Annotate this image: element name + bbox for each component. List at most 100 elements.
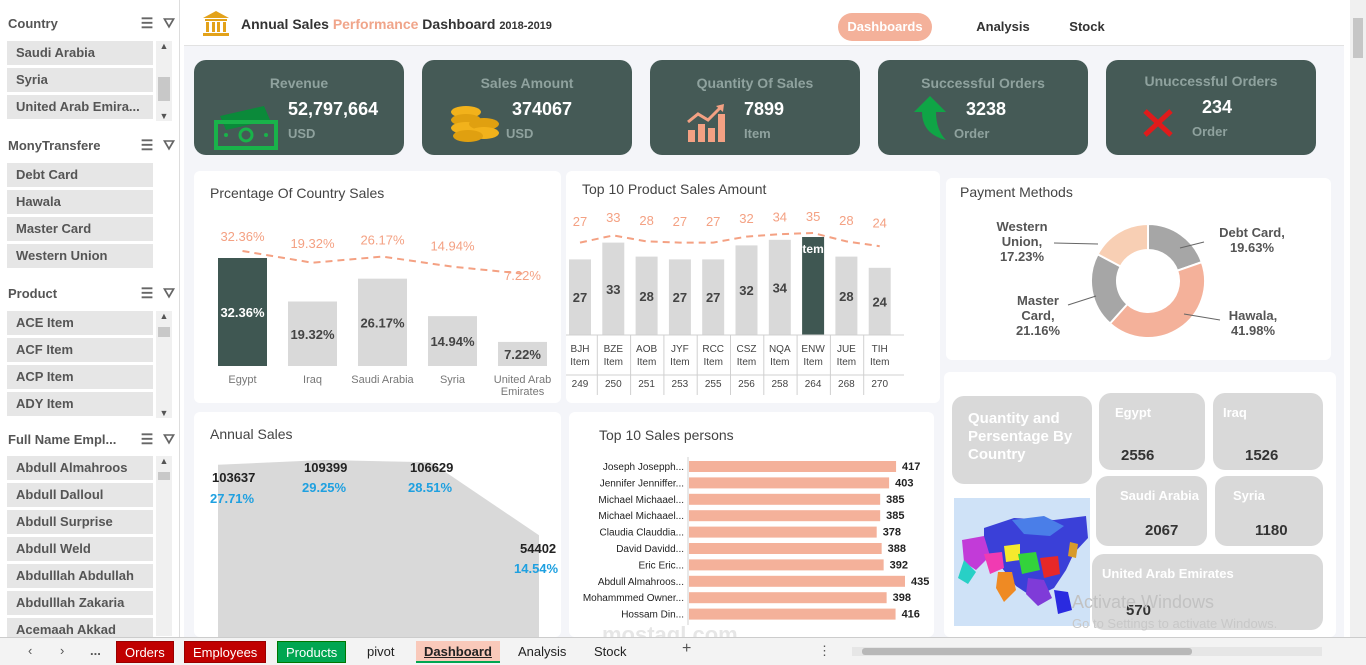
slicer-item[interactable]: ADY Item (7, 392, 153, 416)
tab-employees[interactable]: Employees (184, 641, 267, 663)
line-label: 28 (639, 213, 653, 228)
slicer-item[interactable]: ACF Item (7, 338, 153, 362)
bar-label: 24 (872, 294, 887, 309)
more-sheets-button[interactable]: ... (90, 643, 101, 658)
tick-label: Item (570, 357, 589, 368)
tick-label: Eric Eric... (638, 560, 684, 571)
slicer-item[interactable]: Abdull Almahroos (7, 456, 153, 480)
slice-label: Union, (1002, 234, 1042, 249)
tile-saudi-arabia[interactable]: Saudi Arabia 2067 (1096, 476, 1207, 546)
trend-line (579, 231, 880, 248)
tick-label: CSZ (737, 344, 757, 355)
bar (689, 526, 877, 538)
product-sales-chart-card: Top 10 Product Sales Amount 27 27 BJH Item 2… (566, 171, 940, 403)
slicer-item[interactable]: Western Union (7, 244, 153, 268)
slicer-item[interactable]: United Arab Emira... (7, 95, 153, 119)
slicer-pane: Country ☰ ⛛ Saudi Arabia Syria United Arab… (0, 0, 180, 637)
scroll-down-icon[interactable]: ▼ (159, 408, 169, 418)
prev-sheet-icon[interactable]: ‹ (28, 643, 33, 658)
slicer-item[interactable]: Master Card (7, 217, 153, 241)
tick-label: Jennifer Jenniffer... (600, 478, 684, 489)
tile-iraq[interactable]: Iraq 1526 (1213, 393, 1323, 470)
slicer-item[interactable]: Hawala (7, 190, 153, 214)
scroll-thumb[interactable] (1353, 18, 1363, 58)
activate-windows-subtitle: Go to Settings to activate Windows. (1072, 616, 1278, 631)
slicer-item[interactable]: Abdulllah Zakaria (7, 591, 153, 615)
scroll-up-icon[interactable]: ▲ (159, 41, 169, 51)
line-label: 34 (773, 210, 787, 225)
line-label: 14.94% (430, 239, 475, 254)
tab-pivot[interactable]: pivot (367, 644, 395, 659)
tick-label: 255 (705, 379, 722, 390)
add-sheet-button[interactable]: + (682, 640, 692, 657)
tick-label: 258 (771, 379, 788, 390)
slicer-item[interactable]: Saudi Arabia (7, 41, 153, 65)
donut-slice (1096, 222, 1149, 268)
scroll-thumb[interactable] (862, 648, 1192, 655)
bar (868, 267, 891, 335)
tick-label: 251 (638, 379, 655, 390)
kpi-unit: USD (506, 126, 534, 141)
tile-name: Iraq (1223, 405, 1247, 420)
cash-icon (214, 106, 278, 150)
tile-egypt[interactable]: Egypt 2556 (1099, 393, 1205, 470)
chart-title: Prcentage Of Country Sales (210, 185, 385, 201)
line-label: 26.17% (360, 232, 405, 247)
horizontal-scrollbar[interactable] (852, 647, 1322, 656)
slicer-item[interactable]: Abdull Dalloul (7, 483, 153, 507)
scroll-up-icon[interactable]: ▲ (159, 311, 169, 321)
slicer-scrollbar[interactable]: ▲ (156, 456, 172, 636)
nav-stock-button[interactable]: Stock (1069, 19, 1105, 34)
bar (288, 301, 337, 366)
scroll-thumb[interactable] (158, 472, 170, 480)
clear-filter-icon[interactable]: ⛛ (163, 14, 175, 31)
slicer-item[interactable]: Syria (7, 68, 153, 92)
multi-select-icon[interactable]: ☰ (140, 430, 154, 447)
tab-products[interactable]: Products (277, 641, 347, 663)
slicer-title: MonyTransfere (8, 137, 101, 153)
bar (689, 559, 884, 571)
tick-label: Syria (440, 374, 466, 386)
tab-orders[interactable]: Orders (116, 641, 174, 663)
multi-select-icon[interactable]: ☰ (140, 136, 154, 153)
slicer-item[interactable]: Abdull Weld (7, 537, 153, 561)
scroll-down-icon[interactable]: ▼ (159, 111, 169, 121)
multi-select-icon[interactable]: ☰ (140, 284, 154, 301)
tick-label: Michael Michaael... (598, 511, 684, 522)
slicer-item[interactable]: Debt Card (7, 163, 153, 187)
bar (702, 259, 725, 335)
clear-filter-icon[interactable]: ⛛ (163, 430, 175, 447)
slicer-scrollbar[interactable]: ▲ ▼ (156, 311, 172, 418)
tab-bar-split-icon[interactable]: ⋮ (818, 643, 831, 658)
tab-stock[interactable]: Stock (594, 644, 627, 659)
kpi-value: 52,797,664 (288, 99, 379, 119)
tab-dashboard[interactable]: Dashboard (416, 641, 500, 663)
bar (428, 316, 477, 366)
scroll-thumb[interactable] (158, 77, 170, 101)
slicer-item[interactable]: Acemaah Akkad (7, 618, 153, 637)
slicer-scrollbar[interactable]: ▲ ▼ (156, 41, 172, 121)
tick-label: 264 (805, 379, 822, 390)
country-sales-chart-card: Prcentage Of Country Sales 32.36% 32.36% E… (194, 171, 561, 403)
slicer-item[interactable]: ACP Item (7, 365, 153, 389)
slicer-item[interactable]: Abdulllah Abdullah (7, 564, 153, 588)
tile-uae[interactable]: United Arab Emirates 570 (1092, 554, 1323, 630)
clear-filter-icon[interactable]: ⛛ (163, 136, 175, 153)
next-sheet-icon[interactable]: › (60, 643, 65, 658)
nav-analysis-button[interactable]: Analysis (976, 19, 1030, 34)
scroll-up-icon[interactable]: ▲ (159, 456, 169, 466)
clear-filter-icon[interactable]: ⛛ (163, 284, 175, 301)
tab-analysis[interactable]: Analysis (518, 644, 567, 659)
slicer-item[interactable]: Abdull Surprise (7, 510, 153, 534)
slicer-item[interactable]: ACE Item (7, 311, 153, 335)
vertical-scrollbar[interactable] (1350, 0, 1366, 637)
nav-dashboards-button[interactable]: Dashboards (838, 13, 932, 41)
scroll-thumb[interactable] (158, 327, 170, 337)
value-label: 54402 (520, 541, 556, 556)
bar (218, 258, 267, 366)
bar (689, 543, 882, 554)
slicer-title: Country (8, 15, 58, 31)
tick-label: JYF (671, 344, 689, 355)
tile-syria[interactable]: Syria 1180 (1215, 476, 1323, 546)
multi-select-icon[interactable]: ☰ (140, 14, 154, 31)
